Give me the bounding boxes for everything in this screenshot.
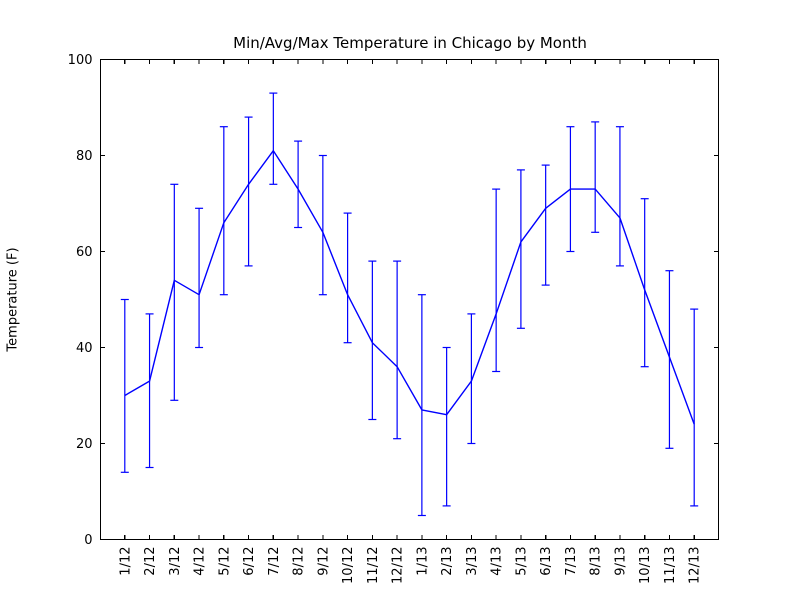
y-tick-label: 100	[68, 53, 93, 68]
x-tick-label: 8/12	[292, 547, 307, 576]
y-tick-label: 80	[76, 149, 93, 164]
x-tick-label: 7/12	[267, 547, 282, 576]
axis-ticks	[100, 58, 719, 541]
y-axis-label: Temperature (F)	[5, 247, 21, 352]
x-tick-label: 4/13	[490, 547, 505, 576]
x-tick-label: 2/12	[143, 547, 158, 576]
x-tick-label: 6/13	[539, 547, 554, 576]
x-tick-label: 10/12	[341, 547, 356, 584]
x-tick-label: 11/13	[663, 547, 678, 584]
y-tick-labels: 0 20 40 60 80 100	[68, 53, 93, 548]
y-tick-label: 0	[84, 533, 92, 548]
x-tick-label: 9/12	[316, 547, 331, 576]
x-tick-label: 7/13	[564, 547, 579, 576]
x-tick-labels: 1/12 2/12 3/12 4/12 5/12 6/12 7/12 8/12 9/12 10/1…	[118, 547, 702, 584]
x-tick-label: 1/12	[118, 547, 133, 576]
avg-line	[124, 149, 695, 425]
x-tick-label: 1/13	[415, 547, 430, 576]
x-tick-label: 11/12	[366, 547, 381, 584]
y-tick-label: 60	[76, 245, 93, 260]
x-tick-label: 9/13	[613, 547, 628, 576]
x-tick-label: 4/12	[193, 547, 208, 576]
x-tick-label: 12/12	[391, 547, 406, 584]
y-tick-label: 20	[76, 437, 93, 452]
x-tick-label: 10/13	[638, 547, 653, 584]
x-tick-label: 6/12	[242, 547, 257, 576]
y-tick-label: 40	[76, 341, 93, 356]
x-tick-label: 5/13	[514, 547, 529, 576]
axis-spines	[99, 58, 720, 541]
chart-title: Min/Avg/Max Temperature in Chicago by Mo…	[233, 34, 587, 52]
x-tick-label: 12/13	[688, 547, 703, 584]
x-tick-label: 5/12	[217, 547, 232, 576]
errorbars	[120, 92, 699, 517]
x-tick-label: 2/13	[440, 547, 455, 576]
x-tick-label: 3/13	[465, 547, 480, 576]
x-tick-label: 3/12	[168, 547, 183, 576]
x-tick-label: 8/13	[589, 547, 604, 576]
